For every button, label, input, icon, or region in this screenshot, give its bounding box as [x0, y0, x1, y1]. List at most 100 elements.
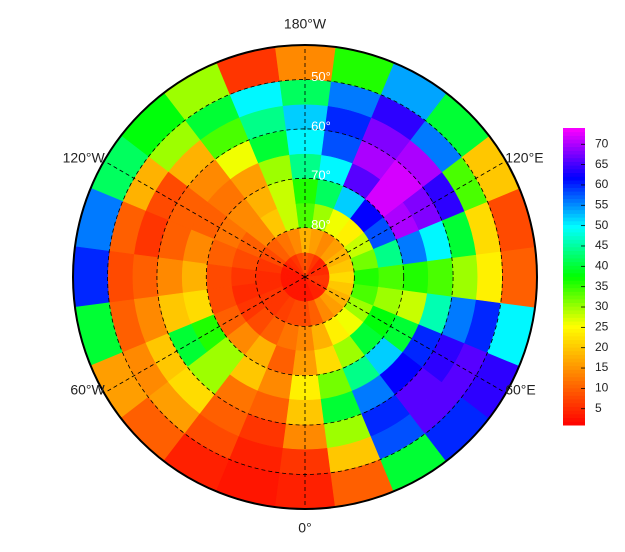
colorbar-swatch [563, 257, 585, 263]
colorbar-tick-label: 35 [595, 279, 609, 293]
colorbar-swatch [563, 354, 585, 359]
lon-line [103, 276, 306, 394]
colorbar-swatch [563, 306, 585, 311]
colorbar-swatch [563, 231, 585, 237]
cell [181, 260, 208, 294]
colorbar-swatch [563, 339, 585, 344]
colorbar-swatch [563, 128, 585, 133]
cell [107, 250, 135, 304]
colorbar-swatch [563, 406, 585, 411]
colorbar-swatch [563, 187, 585, 192]
colorbar-tick-label: 50 [595, 218, 609, 232]
colorbar-swatch [563, 413, 585, 419]
colorbar-swatch [563, 224, 585, 229]
colorbar-swatch [563, 302, 585, 307]
colorbar-swatch [563, 361, 585, 367]
colorbar-swatch [563, 135, 585, 140]
colorbar-swatch [563, 239, 585, 244]
colorbar: 5 10 15 20 25 30 35 40 45 50 55 60 65 70 [563, 128, 609, 426]
colorbar-swatch [563, 347, 585, 352]
colorbar-swatch [563, 280, 585, 285]
colorbar-tick-label: 55 [595, 197, 609, 211]
colorbar-swatch [563, 269, 585, 274]
cell [475, 250, 503, 304]
colorbar-swatch [563, 309, 585, 315]
cell [72, 246, 110, 308]
colorbar-swatch [563, 313, 585, 318]
cell [205, 263, 232, 291]
cell [378, 263, 405, 291]
colorbar-swatch [563, 399, 585, 404]
colorbar-tick-label: 20 [595, 340, 609, 354]
lon-line [304, 276, 507, 394]
colorbar-swatch [563, 165, 585, 170]
cell [131, 254, 159, 300]
lon-label: 60°E [505, 382, 536, 398]
colorbar-swatch [563, 153, 585, 159]
colorbar-swatch [563, 291, 585, 296]
cell [451, 254, 479, 300]
colorbar-swatch [563, 369, 585, 374]
lon-label: 60°W [70, 382, 105, 398]
lat-label: 50° [311, 69, 331, 84]
colorbar-swatch [563, 194, 585, 200]
colorbar-swatch [563, 228, 585, 233]
colorbar-swatch [563, 157, 585, 162]
colorbar-swatch [563, 217, 585, 222]
colorbar-tick-label: 65 [595, 157, 609, 171]
colorbar-swatch [563, 179, 585, 185]
colorbar-swatch [563, 402, 585, 407]
colorbar-swatch [563, 410, 585, 415]
colorbar-swatch [563, 387, 585, 393]
colorbar-swatch [563, 417, 585, 422]
cell [500, 246, 538, 308]
lat-label: 80° [311, 217, 331, 232]
colorbar-swatch [563, 335, 585, 341]
colorbar-swatch [563, 324, 585, 329]
cell [156, 257, 183, 297]
colorbar-swatch [563, 131, 585, 136]
colorbar-swatch [563, 261, 585, 266]
colorbar-swatch [563, 321, 585, 326]
colorbar-swatch [563, 295, 585, 300]
colorbar-swatch [563, 376, 585, 381]
colorbar-swatch [563, 365, 585, 370]
colorbar-swatch [563, 380, 585, 385]
colorbar-swatch [563, 250, 585, 255]
colorbar-swatch [563, 146, 585, 151]
colorbar-swatch [563, 191, 585, 196]
colorbar-swatch [563, 183, 585, 188]
colorbar-swatch [563, 198, 585, 203]
colorbar-swatch [563, 235, 585, 240]
colorbar-swatch [563, 142, 585, 148]
colorbar-swatch [563, 384, 585, 389]
colorbar-swatch [563, 350, 585, 355]
colorbar-tick-label: 60 [595, 177, 609, 191]
lat-label: 70° [311, 168, 331, 183]
colorbar-swatch [563, 395, 585, 400]
colorbar-swatch [563, 213, 585, 218]
colorbar-swatch [563, 373, 585, 378]
colorbar-swatch [563, 391, 585, 396]
lon-label: 180°W [284, 16, 327, 32]
colorbar-swatch [563, 150, 585, 155]
colorbar-swatch [563, 161, 585, 166]
colorbar-swatch [563, 276, 585, 281]
colorbar-swatch [563, 287, 585, 292]
colorbar-swatch [563, 254, 585, 259]
colorbar-tick-label: 5 [595, 401, 602, 415]
colorbar-tick-label: 40 [595, 259, 609, 273]
colorbar-swatch [563, 205, 585, 211]
colorbar-swatch [563, 328, 585, 333]
colorbar-swatch [563, 243, 585, 248]
colorbar-swatch [563, 246, 585, 252]
colorbar-swatch [563, 421, 585, 426]
colorbar-swatch [563, 176, 585, 181]
colorbar-swatch [563, 202, 585, 207]
colorbar-swatch [563, 298, 585, 303]
colorbar-swatch [563, 272, 585, 277]
colorbar-tick-label: 70 [595, 136, 609, 150]
lat-label: 60° [311, 118, 331, 133]
lon-line [304, 160, 507, 278]
